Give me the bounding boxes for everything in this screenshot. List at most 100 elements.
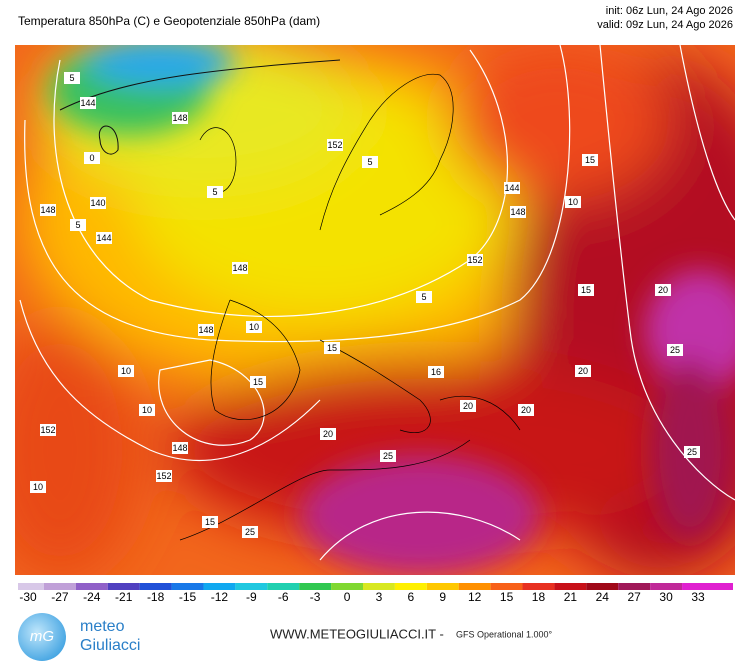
label-box bbox=[416, 291, 432, 303]
contour-label: 148 bbox=[172, 443, 187, 453]
logo-text: meteo bbox=[80, 618, 125, 635]
colorbar: -30 -27 -24 -21 -18 -15 -12 -9 -6 -3 0 3 6 9 12 15 18 21 2… bbox=[18, 583, 733, 604]
contour-label: 5 bbox=[69, 73, 74, 83]
label-box bbox=[380, 450, 396, 462]
contour-label: 148 bbox=[40, 205, 55, 215]
label-box bbox=[139, 404, 155, 416]
colorbar-label: -24 bbox=[83, 590, 101, 604]
colorbar-label: 9 bbox=[439, 590, 446, 604]
colorbar-swatch bbox=[522, 583, 555, 590]
contour-label: 144 bbox=[504, 183, 519, 193]
label-box bbox=[667, 344, 683, 356]
colorbar-label: 18 bbox=[532, 590, 546, 604]
contour-label: 152 bbox=[327, 140, 342, 150]
contour-label: 15 bbox=[327, 343, 337, 353]
contour-label: 140 bbox=[90, 198, 105, 208]
contour-label: 0 bbox=[89, 153, 94, 163]
contour-label: 152 bbox=[156, 471, 171, 481]
label-box bbox=[118, 365, 134, 377]
colorbar-swatch bbox=[43, 583, 76, 590]
colorbar-swatch bbox=[426, 583, 459, 590]
label-box bbox=[362, 156, 378, 168]
colorbar-swatch bbox=[363, 583, 395, 590]
contour-label: 16 bbox=[431, 367, 441, 377]
contour-label: 148 bbox=[198, 325, 213, 335]
model-name: GFS Operational 1.000° bbox=[456, 629, 553, 639]
contour-label: 5 bbox=[367, 157, 372, 167]
contour-label: 10 bbox=[33, 482, 43, 492]
contour-label: 152 bbox=[467, 255, 482, 265]
colorbar-label: -12 bbox=[211, 590, 229, 604]
colorbar-swatch bbox=[394, 583, 427, 590]
label-box bbox=[655, 284, 671, 296]
colorbar-label: -9 bbox=[246, 590, 257, 604]
contour-label: 10 bbox=[142, 405, 152, 415]
colorbar-swatch bbox=[586, 583, 619, 590]
colorbar-label: 27 bbox=[628, 590, 642, 604]
label-box bbox=[504, 182, 520, 194]
contour-label: 5 bbox=[212, 187, 217, 197]
colorbar-swatch bbox=[107, 583, 140, 590]
label-box bbox=[467, 254, 483, 266]
colorbar-label: 0 bbox=[344, 590, 351, 604]
colorbar-label: -3 bbox=[310, 590, 321, 604]
label-box bbox=[40, 424, 56, 436]
colorbar-label: -30 bbox=[19, 590, 37, 604]
colorbar-swatch bbox=[18, 583, 44, 590]
contour-label: 15 bbox=[585, 155, 595, 165]
init-time: init: 06z Lun, 24 Ago 2026 bbox=[606, 5, 733, 17]
label-box bbox=[460, 400, 476, 412]
colorbar-label: 12 bbox=[468, 590, 482, 604]
contour-label: 10 bbox=[249, 322, 259, 332]
colorbar-swatch bbox=[235, 583, 268, 590]
contour-label: 10 bbox=[121, 366, 131, 376]
label-box bbox=[684, 446, 700, 458]
map-title: Temperatura 850hPa (C) e Geopotenziale 8… bbox=[18, 14, 320, 28]
label-box bbox=[198, 324, 214, 336]
label-box bbox=[80, 97, 96, 109]
contour-label: 25 bbox=[670, 345, 680, 355]
logo-mark: mG bbox=[30, 628, 54, 645]
contour-label: 144 bbox=[80, 98, 95, 108]
label-box bbox=[64, 72, 80, 84]
label-box bbox=[40, 204, 56, 216]
label-box bbox=[428, 366, 444, 378]
contour-label: 10 bbox=[568, 197, 578, 207]
colorbar-swatch bbox=[458, 583, 491, 590]
colorbar-swatch bbox=[203, 583, 236, 590]
colorbar-label: 33 bbox=[691, 590, 705, 604]
contour-label: 152 bbox=[40, 425, 55, 435]
contour-label: 5 bbox=[421, 292, 426, 302]
colorbar-label: -27 bbox=[51, 590, 69, 604]
label-box bbox=[172, 442, 188, 454]
contour-label: 20 bbox=[521, 405, 531, 415]
valid-time: valid: 09z Lun, 24 Ago 2026 bbox=[597, 19, 733, 31]
contour-label: 144 bbox=[96, 233, 111, 243]
logo-text: Giuliacci bbox=[80, 637, 140, 654]
colorbar-swatch bbox=[618, 583, 651, 590]
contour-label: 20 bbox=[658, 285, 668, 295]
label-box bbox=[578, 284, 594, 296]
label-box bbox=[90, 197, 106, 209]
contour-label: 25 bbox=[687, 447, 697, 457]
contour-labels: 5144014814014455148152514414815215101014… bbox=[30, 72, 700, 538]
label-box bbox=[207, 186, 223, 198]
colorbar-label: 15 bbox=[500, 590, 514, 604]
contour-label: 15 bbox=[253, 377, 263, 387]
colorbar-swatch bbox=[267, 583, 300, 590]
label-box bbox=[324, 342, 340, 354]
contour-label: 148 bbox=[510, 207, 525, 217]
label-box bbox=[320, 428, 336, 440]
weather-map bbox=[15, 45, 735, 575]
contour-label: 25 bbox=[383, 451, 393, 461]
contour-label: 148 bbox=[172, 113, 187, 123]
colorbar-label: -18 bbox=[147, 590, 165, 604]
colorbar-label: -6 bbox=[278, 590, 289, 604]
label-box bbox=[575, 365, 591, 377]
contour-label: 5 bbox=[75, 220, 80, 230]
label-box bbox=[582, 154, 598, 166]
label-box bbox=[156, 470, 172, 482]
colorbar-swatch bbox=[682, 583, 733, 590]
logo-icon bbox=[18, 613, 66, 661]
